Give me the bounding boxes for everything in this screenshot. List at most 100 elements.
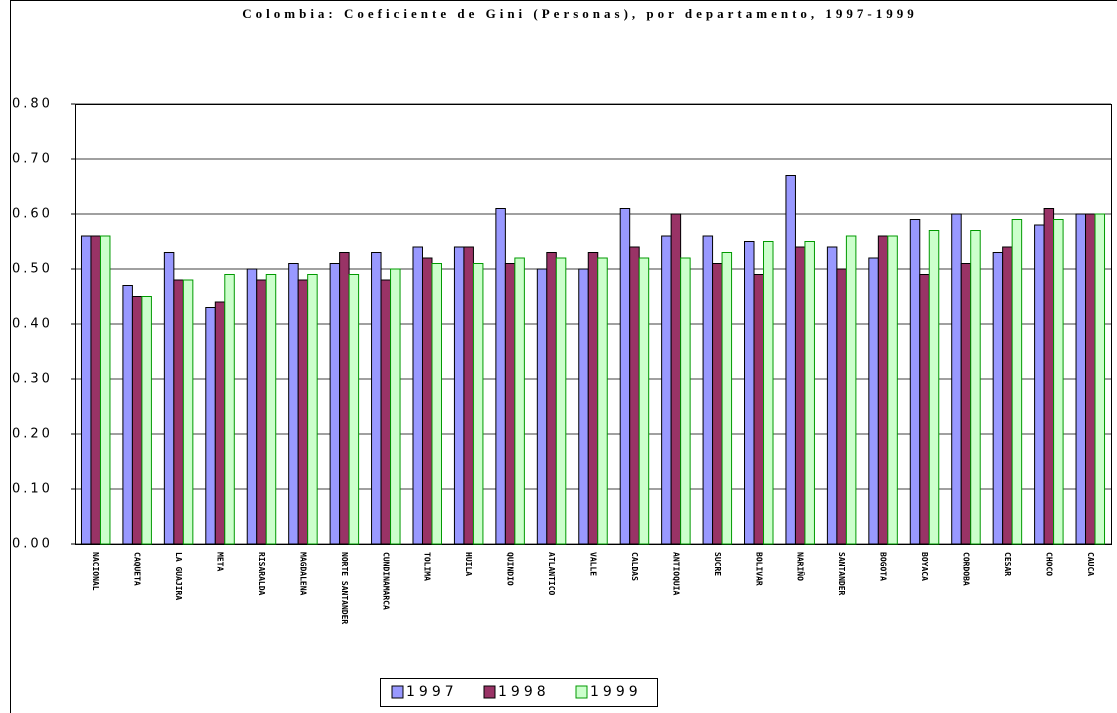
bar [495, 208, 506, 545]
bar [960, 263, 972, 545]
legend-label: 1997 [406, 684, 458, 700]
bar [288, 263, 299, 545]
y-tick-label: 0.40 [12, 317, 53, 332]
chart-title: Colombia: Coeficiente de Gini (Personas)… [242, 6, 917, 21]
bar [629, 246, 640, 545]
bar [514, 257, 525, 545]
bar [472, 263, 484, 545]
x-tick-label: META [216, 552, 225, 571]
x-tick-label: VALLE [589, 552, 598, 576]
bar [1002, 246, 1013, 545]
bar [339, 252, 350, 545]
bar [224, 274, 235, 545]
legend-swatch [575, 685, 588, 699]
bar [587, 252, 599, 545]
y-tick-label: 0.80 [12, 97, 53, 112]
bar [928, 230, 940, 545]
x-tick-label: CHOCO [1044, 552, 1053, 576]
bar [90, 235, 101, 545]
bar [348, 274, 360, 545]
x-tick-label: RISARALDA [257, 552, 266, 596]
x-tick-label: SANTANDER [837, 552, 846, 596]
bar [173, 279, 184, 545]
bar [970, 230, 981, 545]
legend [380, 678, 658, 707]
bar [619, 208, 631, 545]
x-tick-label: SUCRE [713, 552, 722, 576]
bar [887, 235, 898, 545]
bar [412, 246, 423, 545]
y-tick-label: 0.50 [12, 262, 53, 277]
bar [421, 257, 433, 545]
bar [992, 252, 1004, 545]
y-tick-label: 0.20 [12, 427, 53, 442]
x-tick-label: NORTE SANTANDER [340, 552, 349, 624]
bar [307, 274, 318, 545]
y-tick-label: 0.00 [12, 537, 53, 552]
bar [1034, 224, 1045, 545]
bar [845, 235, 857, 545]
x-tick-label: CUNDINAMARCA [381, 552, 390, 610]
x-tick-label: ATLANTICO [547, 552, 556, 596]
x-tick-label: BOGOTA [879, 552, 888, 581]
x-tick-label: BOLIVAR [754, 552, 763, 586]
legend-label: 1999 [590, 684, 642, 700]
bar [371, 252, 382, 545]
x-tick-label: CAQUETA [133, 552, 142, 586]
bar [141, 296, 152, 545]
x-tick-label: NARIÑO [796, 552, 806, 581]
bar [504, 263, 516, 545]
bar [877, 235, 889, 545]
y-tick-label: 0.30 [12, 372, 53, 387]
bar [99, 235, 111, 545]
x-tick-label: MAGDALENA [298, 552, 307, 596]
bar [453, 246, 465, 545]
x-tick-label: TOLIMA [423, 552, 432, 581]
bar [1053, 219, 1064, 545]
x-tick-label: NACIONAL [91, 552, 100, 591]
x-tick-label: QUINDIO [506, 552, 515, 586]
bar [638, 257, 650, 545]
bar [763, 241, 774, 545]
bar [680, 257, 691, 545]
bar [131, 296, 143, 545]
bar [214, 301, 226, 545]
bar [951, 213, 962, 545]
bar [555, 257, 567, 545]
bar [836, 268, 847, 545]
bar [463, 246, 474, 545]
bar [578, 268, 589, 545]
bar [702, 235, 714, 545]
bar [794, 246, 806, 545]
bar [297, 279, 309, 545]
bar [1011, 219, 1023, 545]
bar [661, 235, 672, 545]
bar [329, 263, 341, 545]
y-tick-label: 0.10 [12, 482, 53, 497]
bar [670, 213, 682, 545]
bar [597, 257, 608, 545]
x-tick-label: CAUCA [1086, 552, 1095, 576]
bar [744, 241, 755, 545]
bar [1043, 208, 1055, 545]
bar [804, 241, 815, 545]
bar [785, 175, 796, 545]
bar [431, 263, 442, 545]
bar [826, 246, 838, 545]
bar [909, 219, 921, 545]
bar [712, 263, 723, 545]
bar [182, 279, 194, 545]
y-tick-label: 0.70 [12, 152, 53, 167]
bar [1075, 213, 1087, 545]
bar [390, 268, 401, 545]
bar [868, 257, 879, 545]
bar [163, 252, 175, 545]
x-tick-label: HUILA [464, 552, 473, 576]
legend-swatch [483, 685, 496, 699]
legend-label: 1998 [498, 684, 550, 700]
bar [1094, 213, 1106, 545]
bar [536, 268, 548, 545]
x-tick-label: CALDAS [630, 552, 639, 581]
x-tick-label: BOYACA [920, 552, 929, 581]
